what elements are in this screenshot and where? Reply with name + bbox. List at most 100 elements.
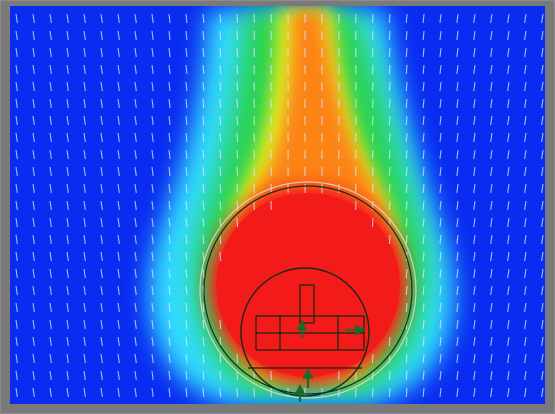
velocity-vector (422, 285, 425, 296)
velocity-vector (405, 64, 408, 75)
velocity-vector (15, 64, 18, 75)
velocity-vector (388, 336, 391, 347)
velocity-vector (388, 47, 391, 58)
velocity-vector (83, 302, 86, 313)
velocity-vector (541, 30, 544, 41)
velocity-vector (66, 387, 69, 398)
velocity-vector (473, 47, 476, 58)
velocity-vector (117, 268, 120, 279)
velocity-vector (388, 200, 391, 211)
velocity-vector (49, 217, 52, 228)
velocity-vector (117, 353, 120, 364)
velocity-vector (117, 115, 120, 126)
velocity-vector (490, 132, 493, 143)
velocity-vector (219, 115, 222, 126)
velocity-vector (507, 13, 510, 24)
velocity-vector (15, 13, 18, 24)
velocity-vector (219, 353, 222, 364)
velocity-vector (117, 132, 120, 143)
velocity-vector (524, 353, 527, 364)
velocity-vector (507, 81, 510, 92)
velocity-vector (151, 183, 154, 194)
velocity-vector (151, 200, 154, 211)
velocity-vector (439, 387, 442, 398)
velocity-vector (66, 353, 69, 364)
velocity-vector (100, 115, 103, 126)
velocity-vector (15, 115, 18, 126)
velocity-vector (507, 353, 510, 364)
velocity-vector (66, 234, 69, 245)
velocity-vector (507, 30, 510, 41)
velocity-vector (422, 353, 425, 364)
velocity-vector (388, 387, 391, 398)
velocity-vector (541, 64, 544, 75)
velocity-vector (507, 64, 510, 75)
velocity-vector (473, 98, 476, 109)
velocity-vector (32, 13, 35, 24)
velocity-vector (405, 200, 408, 211)
velocity-vector (405, 217, 408, 228)
velocity-vector (32, 251, 35, 262)
velocity-vector (32, 115, 35, 126)
velocity-vector (49, 302, 52, 313)
velocity-vector (100, 302, 103, 313)
velocity-vector (49, 234, 52, 245)
velocity-vector (439, 336, 442, 347)
velocity-vector (151, 234, 154, 245)
velocity-vector (524, 47, 527, 58)
velocity-vector (473, 336, 476, 347)
velocity-vector (439, 370, 442, 381)
velocity-vector (236, 81, 239, 92)
velocity-vector (117, 166, 120, 177)
velocity-vector (541, 200, 544, 211)
velocity-vector (524, 387, 527, 398)
velocity-vector (100, 336, 103, 347)
velocity-vector (83, 166, 86, 177)
velocity-vector (490, 217, 493, 228)
velocity-vector (185, 166, 188, 177)
velocity-vector (117, 30, 120, 41)
velocity-vector (185, 217, 188, 228)
velocity-vector (422, 319, 425, 330)
velocity-vector (490, 98, 493, 109)
velocity-vector (32, 149, 35, 160)
velocity-vector (185, 285, 188, 296)
velocity-vector (405, 81, 408, 92)
velocity-vector (422, 200, 425, 211)
velocity-vector (507, 200, 510, 211)
velocity-vector (219, 370, 222, 381)
velocity-vector (422, 132, 425, 143)
velocity-vector (439, 98, 442, 109)
velocity-vector (473, 285, 476, 296)
velocity-vector (185, 319, 188, 330)
velocity-vector (117, 149, 120, 160)
velocity-vector (439, 132, 442, 143)
velocity-vector (490, 30, 493, 41)
velocity-vector (524, 115, 527, 126)
velocity-vector (15, 251, 18, 262)
velocity-vector (524, 132, 527, 143)
velocity-vector (134, 217, 137, 228)
velocity-vector (507, 268, 510, 279)
velocity-vector (83, 132, 86, 143)
velocity-vector (83, 64, 86, 75)
velocity-vector (15, 200, 18, 211)
velocity-vector (15, 183, 18, 194)
velocity-vector (168, 370, 171, 381)
velocity-vector (83, 268, 86, 279)
velocity-vector (236, 64, 239, 75)
velocity-vector (151, 98, 154, 109)
velocity-vector (456, 234, 459, 245)
velocity-vector (507, 149, 510, 160)
velocity-vector (236, 30, 239, 41)
velocity-vector (117, 81, 120, 92)
velocity-vector (117, 183, 120, 194)
velocity-vector (117, 98, 120, 109)
velocity-vector (202, 336, 205, 347)
velocity-vector (507, 166, 510, 177)
velocity-vector (66, 98, 69, 109)
velocity-vector (236, 98, 239, 109)
velocity-vector (134, 47, 137, 58)
velocity-vector (422, 30, 425, 41)
velocity-vector (236, 353, 239, 364)
